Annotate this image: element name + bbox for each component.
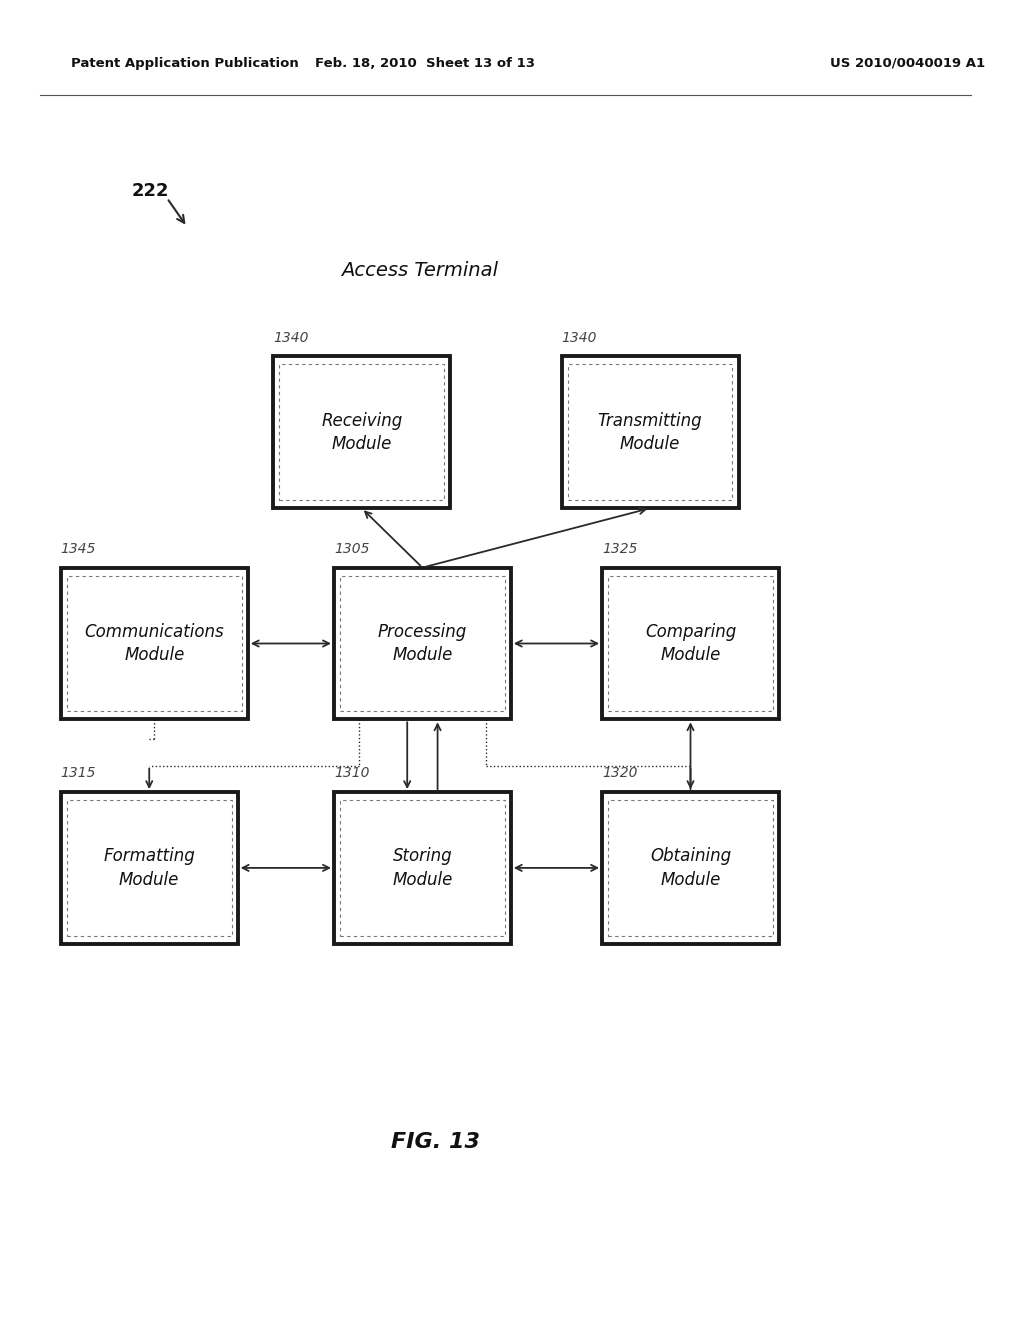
Text: Feb. 18, 2010  Sheet 13 of 13: Feb. 18, 2010 Sheet 13 of 13 (315, 57, 535, 70)
Text: Storing
Module: Storing Module (392, 847, 453, 888)
Text: Processing
Module: Processing Module (378, 623, 467, 664)
Text: Communications
Module: Communications Module (84, 623, 224, 664)
Bar (273, 356, 451, 508)
Text: 1340: 1340 (273, 330, 308, 345)
Text: Comparing
Module: Comparing Module (645, 623, 736, 664)
Text: 1340: 1340 (561, 330, 597, 345)
Bar (67, 800, 231, 936)
Text: Transmitting
Module: Transmitting Module (598, 412, 702, 453)
Text: 1325: 1325 (602, 541, 638, 556)
Bar (602, 568, 779, 719)
Text: 1315: 1315 (60, 766, 96, 780)
Bar (67, 576, 242, 711)
Text: Formatting
Module: Formatting Module (103, 847, 196, 888)
Text: Receiving
Module: Receiving Module (322, 412, 402, 453)
Bar (60, 792, 238, 944)
Bar (340, 800, 505, 936)
Text: 222: 222 (131, 182, 169, 201)
Text: 1345: 1345 (60, 541, 96, 556)
Bar (602, 792, 779, 944)
Bar (567, 364, 732, 500)
Text: 1320: 1320 (602, 766, 638, 780)
Text: 1305: 1305 (334, 541, 370, 556)
Bar (60, 568, 248, 719)
Text: Patent Application Publication: Patent Application Publication (71, 57, 299, 70)
Text: Obtaining
Module: Obtaining Module (650, 847, 731, 888)
Text: FIG. 13: FIG. 13 (390, 1131, 479, 1152)
Bar (608, 576, 773, 711)
Bar (561, 356, 738, 508)
Bar (608, 800, 773, 936)
Text: Access Terminal: Access Terminal (341, 261, 499, 280)
Text: US 2010/0040019 A1: US 2010/0040019 A1 (829, 57, 985, 70)
Bar (280, 364, 444, 500)
Bar (340, 576, 505, 711)
Text: 1310: 1310 (334, 766, 370, 780)
Bar (334, 792, 511, 944)
Bar (334, 568, 511, 719)
